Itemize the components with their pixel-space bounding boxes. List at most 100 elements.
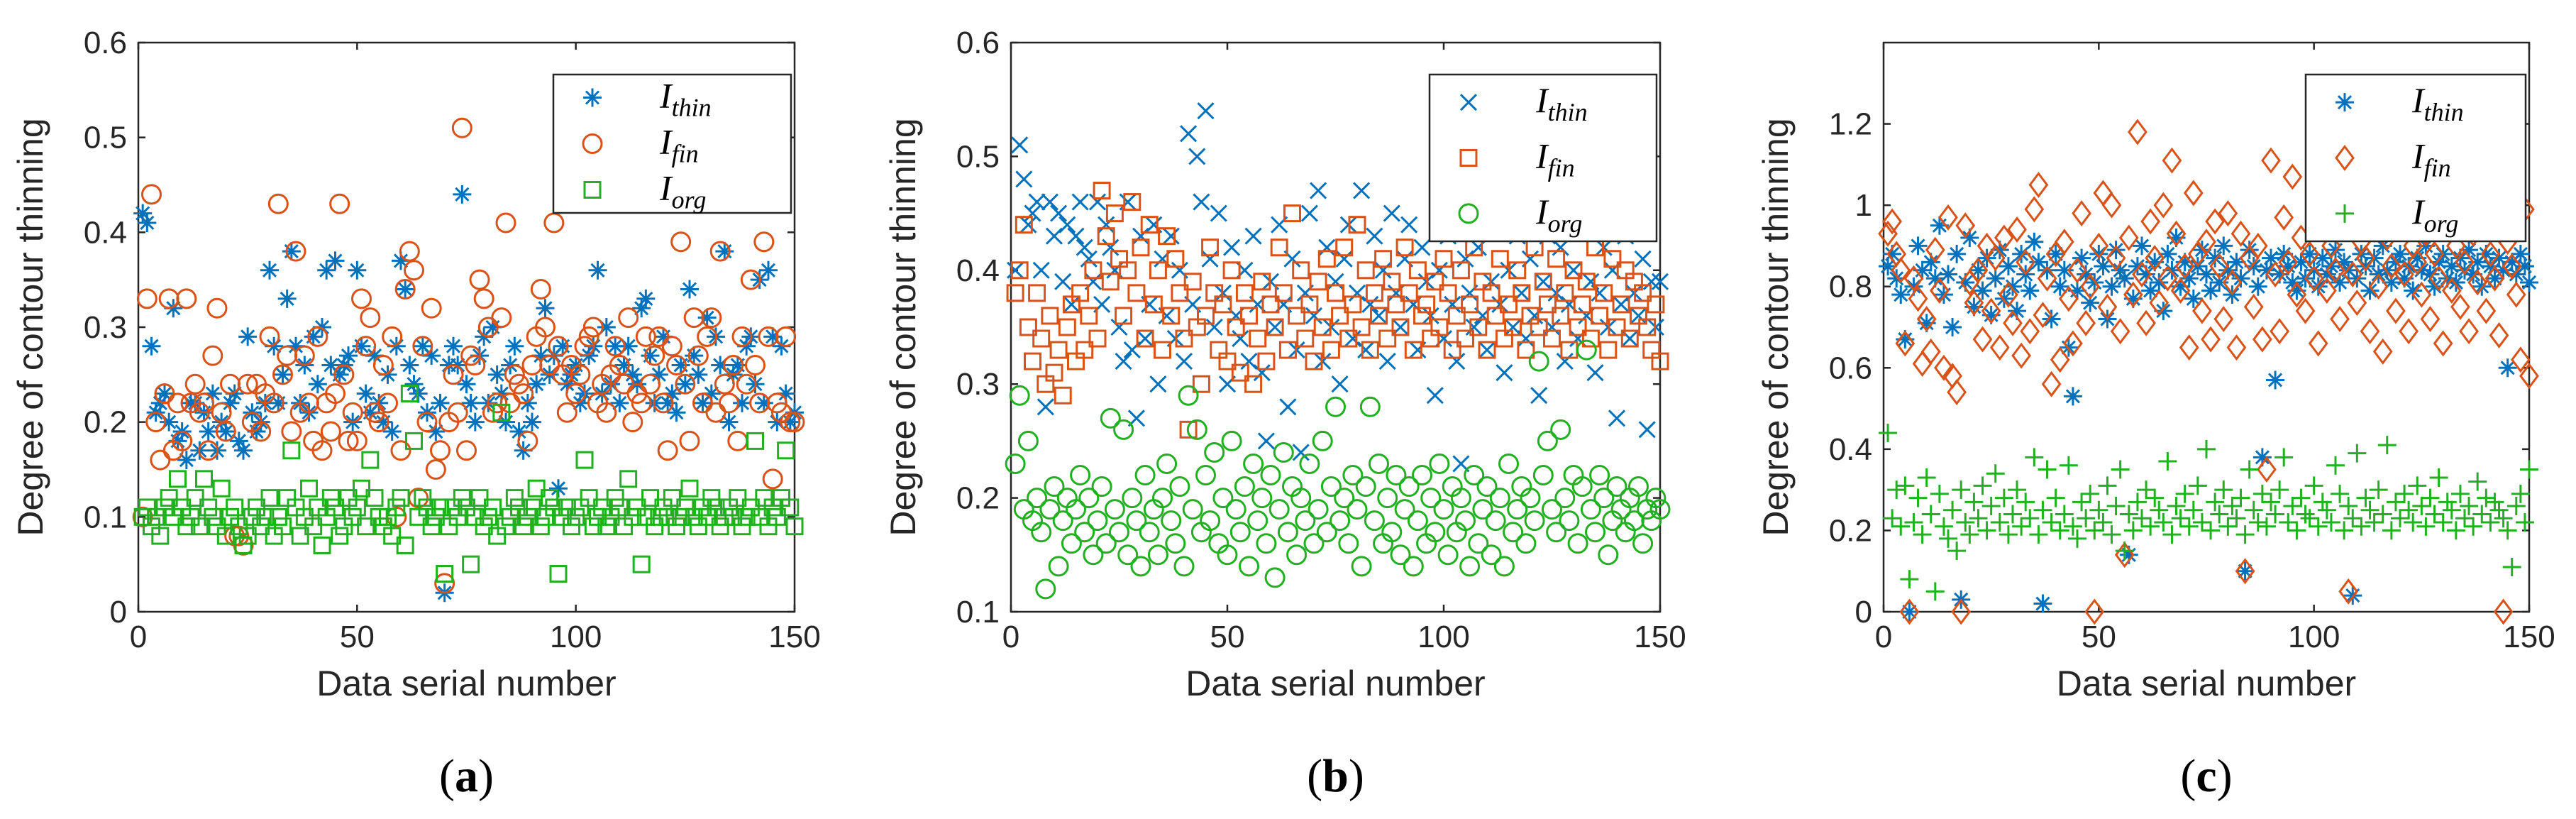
data-point-fin [1278, 341, 1297, 359]
data-point-org [2287, 521, 2306, 540]
data-point-fin [1925, 236, 1945, 263]
data-point-thin [1651, 273, 1669, 290]
data-point-thin [1630, 307, 1647, 325]
data-point-org [2240, 460, 2259, 479]
data-point-fin [1581, 329, 1600, 348]
data-point-fin [1244, 375, 1263, 393]
data-point-fin [1486, 307, 1505, 325]
data-point-thin [1240, 353, 1258, 370]
data-point-org [2231, 488, 2250, 507]
data-point-thin [1613, 295, 1630, 313]
data-point-fin [1028, 284, 1046, 302]
data-point-thin [400, 356, 419, 375]
data-point-fin [697, 326, 718, 347]
plot-area [1882, 41, 2531, 613]
y-axis-label: Degree of contour thinning [1756, 118, 1796, 536]
data-point-org [2141, 517, 2160, 536]
data-point-thin [497, 412, 515, 432]
data-point-org [2382, 521, 2401, 540]
data-point-fin [570, 364, 591, 385]
data-point-org [680, 479, 699, 498]
data-point-org [300, 479, 318, 498]
data-point-org [2477, 488, 2496, 507]
data-point-org [2094, 512, 2113, 532]
data-point-org [1623, 510, 1644, 532]
data-point-fin [2368, 273, 2389, 300]
data-point-thin [2042, 309, 2061, 329]
data-point-org [2244, 500, 2263, 520]
data-point-fin [2076, 309, 2096, 336]
data-point-thin [768, 412, 787, 432]
data-point-fin [2261, 147, 2281, 174]
data-point-fin [675, 373, 696, 395]
y-tick-label: 0 [110, 595, 127, 630]
data-point-org [729, 489, 747, 507]
data-point-org [2356, 488, 2375, 507]
data-point-org [2068, 529, 2086, 548]
data-point-org [1598, 544, 1619, 566]
data-point-fin [2407, 248, 2428, 275]
data-point-thin [2033, 594, 2052, 613]
data-point-thin [1879, 257, 1898, 276]
data-point-fin [430, 440, 450, 461]
data-point-thin [374, 412, 393, 432]
data-point-thin [1232, 329, 1249, 348]
data-point-org [343, 507, 362, 526]
data-point-thin [623, 365, 642, 384]
data-point-thin [1374, 261, 1392, 279]
y-tick-label: 0.2 [1829, 513, 1872, 548]
data-point-fin [1296, 329, 1315, 348]
data-point-thin [2050, 277, 2069, 296]
data-point-thin [1007, 261, 1024, 279]
data-point-thin [461, 393, 480, 412]
data-point-fin [517, 430, 538, 451]
data-point-fin [1378, 329, 1397, 348]
data-point-org [2279, 512, 2298, 532]
data-point-thin [1969, 260, 1988, 280]
data-point-org [1169, 476, 1190, 498]
data-point-org [1576, 339, 1597, 361]
data-point-thin [1244, 227, 1262, 245]
y-tick-label: 0.8 [1829, 270, 1872, 304]
data-point-fin [250, 421, 272, 442]
data-point-fin [1461, 295, 1479, 314]
data-point-fin [145, 412, 167, 433]
data-point-thin [304, 327, 323, 346]
x-axis-label: Data serial number [316, 664, 616, 703]
data-point-org [2072, 493, 2091, 512]
data-point-org [1528, 351, 1549, 372]
data-point-org [1407, 510, 1428, 532]
data-point-org [1239, 556, 1259, 577]
data-point-thin [2218, 260, 2238, 280]
data-point-thin [1180, 125, 1198, 143]
data-point-fin [1447, 307, 1466, 325]
data-point-org [733, 517, 751, 536]
data-point-fin [2123, 281, 2143, 308]
data-point-fin [294, 345, 315, 366]
data-point-thin [675, 375, 695, 394]
data-point-fin [1938, 204, 1958, 231]
data-point-org [2416, 517, 2436, 536]
data-point-thin [2283, 273, 2302, 292]
data-point-fin [2399, 318, 2419, 345]
legend-marker-org [2335, 204, 2354, 223]
data-point-thin [693, 393, 712, 412]
data-point-fin [351, 288, 372, 309]
data-point-fin [469, 269, 490, 290]
data-point-org [2365, 512, 2384, 532]
data-point-fin [333, 364, 355, 385]
data-point-org [1217, 544, 1238, 566]
data-point-thin [654, 327, 673, 346]
data-point-org [597, 517, 616, 536]
data-point-fin [565, 383, 587, 405]
data-point-fin [1430, 318, 1449, 336]
data-point-fin [355, 336, 377, 357]
data-point-org [2317, 500, 2336, 520]
data-point-thin [2235, 561, 2255, 581]
data-point-thin [1080, 250, 1098, 268]
data-point-fin [687, 345, 709, 366]
data-point-thin [2029, 253, 2048, 272]
data-point-thin [2162, 260, 2182, 280]
data-point-org [2119, 505, 2138, 524]
data-point-fin [1032, 329, 1051, 348]
